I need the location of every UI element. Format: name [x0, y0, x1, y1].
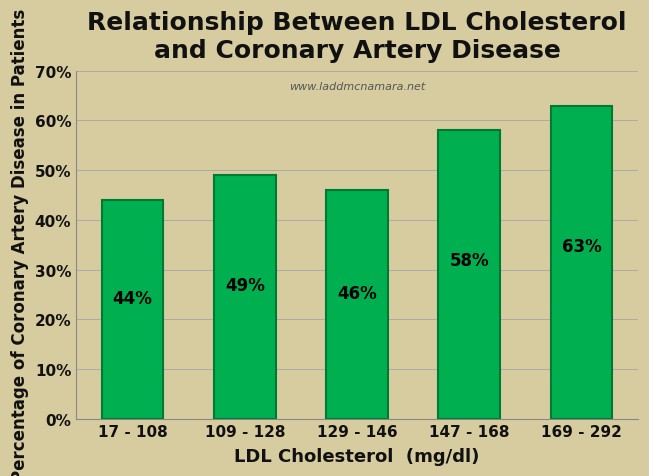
Bar [102, 200, 164, 419]
Bar [550, 106, 613, 419]
Bar [214, 176, 276, 419]
Text: 63%: 63% [561, 238, 602, 256]
X-axis label: LDL Cholesterol  (mg/dl): LDL Cholesterol (mg/dl) [234, 447, 480, 465]
Text: 44%: 44% [113, 290, 153, 308]
Text: 58%: 58% [450, 252, 489, 269]
Bar [326, 191, 388, 419]
Y-axis label: Percentage of Coronary Artery Disease in Patients: Percentage of Coronary Artery Disease in… [11, 9, 29, 476]
Bar [438, 131, 500, 419]
Text: 49%: 49% [225, 276, 265, 294]
Text: www.laddmcnamara.net: www.laddmcnamara.net [289, 82, 425, 92]
Text: 46%: 46% [337, 284, 377, 302]
Title: Relationship Between LDL Cholesterol
and Coronary Artery Disease: Relationship Between LDL Cholesterol and… [87, 11, 627, 63]
